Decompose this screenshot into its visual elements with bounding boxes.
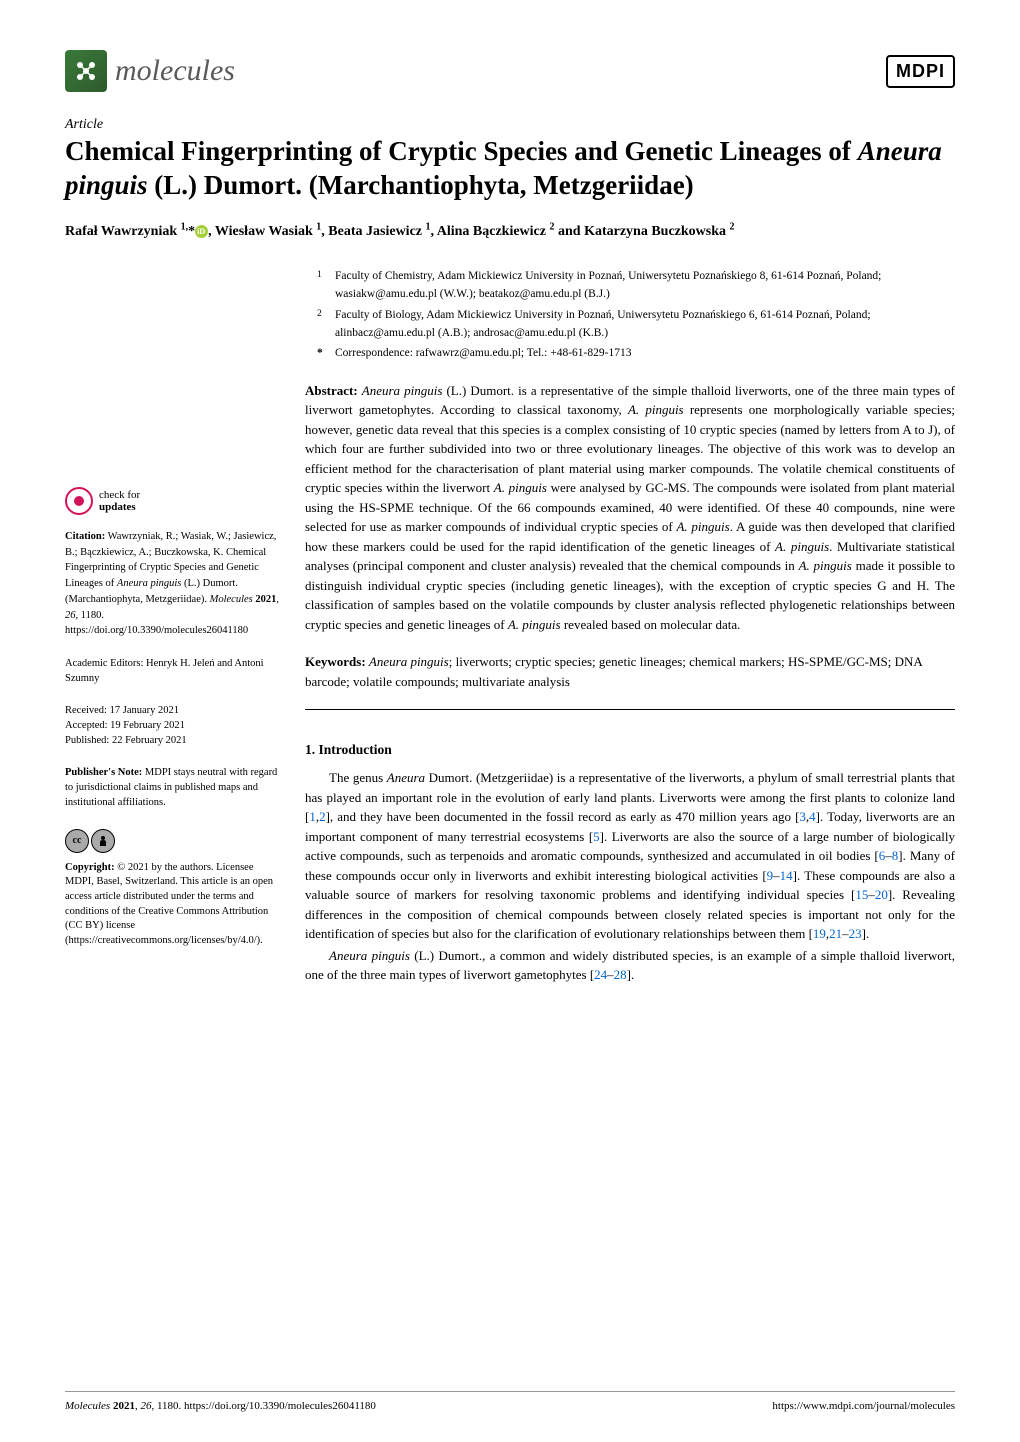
footer-left: Molecules 2021, 26, 1180. https://doi.or… xyxy=(65,1400,376,1412)
ref-link[interactable]: 5 xyxy=(593,829,600,844)
orcid-icon[interactable] xyxy=(195,225,208,238)
ref-link[interactable]: 9 xyxy=(767,868,774,883)
page-header: molecules MDPI xyxy=(65,50,955,92)
journal-name: molecules xyxy=(115,54,235,88)
accepted-date: Accepted: 19 February 2021 xyxy=(65,719,280,734)
by-icon xyxy=(91,829,115,853)
ref-link[interactable]: 4 xyxy=(809,809,816,824)
ref-link[interactable]: 6 xyxy=(879,848,886,863)
published-date: Published: 22 February 2021 xyxy=(65,734,280,749)
received-date: Received: 17 January 2021 xyxy=(65,704,280,719)
title-post: (L.) Dumort. (Marchantiophyta, Metzgerii… xyxy=(148,170,694,200)
article-title: Chemical Fingerprinting of Cryptic Speci… xyxy=(65,135,955,203)
affil-num: 1 xyxy=(317,267,325,304)
affiliation-row: 1 Faculty of Chemistry, Adam Mickiewicz … xyxy=(317,267,955,304)
keywords-label: Keywords: xyxy=(305,654,366,669)
check-updates-badge[interactable]: check forupdates xyxy=(65,487,280,515)
ref-link[interactable]: 15 xyxy=(855,887,868,902)
ref-link[interactable]: 21 xyxy=(829,926,842,941)
affiliation-row: 2 Faculty of Biology, Adam Mickiewicz Un… xyxy=(317,306,955,343)
affil-text: Faculty of Biology, Adam Mickiewicz Univ… xyxy=(335,306,955,343)
check-updates-icon xyxy=(65,487,93,515)
ref-link[interactable]: 23 xyxy=(849,926,862,941)
affil-num: * xyxy=(317,344,325,362)
paragraph: Aneura pinguis (L.) Dumort., a common an… xyxy=(305,946,955,985)
ref-link[interactable]: 28 xyxy=(614,967,627,982)
ref-link[interactable]: 14 xyxy=(780,868,793,883)
footer-right: https://www.mdpi.com/journal/molecules xyxy=(772,1400,955,1412)
ref-link[interactable]: 2 xyxy=(319,809,326,824)
affiliations: 1 Faculty of Chemistry, Adam Mickiewicz … xyxy=(305,267,955,363)
editors-block: Academic Editors: Henryk H. Jeleń and An… xyxy=(65,657,280,686)
ref-link[interactable]: 20 xyxy=(875,887,888,902)
main-content: 1 Faculty of Chemistry, Adam Mickiewicz … xyxy=(305,267,955,987)
sidebar: check forupdates Citation: Wawrzyniak, R… xyxy=(65,267,280,987)
license-block: cc Copyright: © 2021 by the authors. Lic… xyxy=(65,829,280,949)
affil-text: Correspondence: rafwawrz@amu.edu.pl; Tel… xyxy=(335,344,631,362)
check-updates-text: check forupdates xyxy=(99,489,140,513)
molecules-logo-icon xyxy=(65,50,107,92)
title-pre: Chemical Fingerprinting of Cryptic Speci… xyxy=(65,136,858,166)
affil-text: Faculty of Chemistry, Adam Mickiewicz Un… xyxy=(335,267,955,304)
dates-block: Received: 17 January 2021 Accepted: 19 F… xyxy=(65,704,280,748)
paragraph: The genus Aneura Dumort. (Metzgeriidae) … xyxy=(305,768,955,944)
citation-block: Citation: Wawrzyniak, R.; Wasiak, W.; Ja… xyxy=(65,529,280,639)
keywords: Keywords: Aneura pinguis; liverworts; cr… xyxy=(305,652,955,710)
article-type: Article xyxy=(65,117,955,133)
journal-logo: molecules xyxy=(65,50,235,92)
affil-num: 2 xyxy=(317,306,325,343)
ref-link[interactable]: 19 xyxy=(813,926,826,941)
ref-link[interactable]: 1 xyxy=(309,809,316,824)
mdpi-publisher-logo: MDPI xyxy=(886,55,955,88)
affiliation-row: * Correspondence: rafwawrz@amu.edu.pl; T… xyxy=(317,344,955,362)
authors-line: Rafał Wawrzyniak 1,*, Wiesław Wasiak 1, … xyxy=(65,221,955,242)
publishers-note: Publisher's Note: MDPI stays neutral wit… xyxy=(65,766,280,810)
abstract-label: Abstract: xyxy=(305,383,358,398)
ref-link[interactable]: 3 xyxy=(799,809,806,824)
ref-link[interactable]: 8 xyxy=(892,848,899,863)
ref-link[interactable]: 24 xyxy=(594,967,607,982)
body-text: The genus Aneura Dumort. (Metzgeriidae) … xyxy=(305,768,955,985)
abstract: Abstract: Aneura pinguis (L.) Dumort. is… xyxy=(305,381,955,635)
cc-license-badge[interactable]: cc xyxy=(65,829,280,853)
page-footer: Molecules 2021, 26, 1180. https://doi.or… xyxy=(65,1391,955,1412)
section-heading: 1. Introduction xyxy=(305,740,955,760)
cc-icon: cc xyxy=(65,829,89,853)
